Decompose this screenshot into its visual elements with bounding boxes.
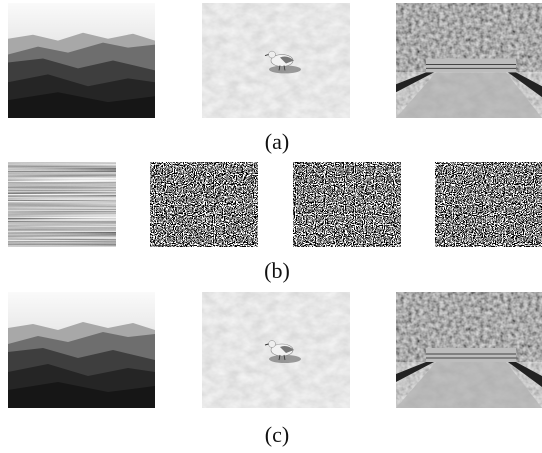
caption: (c) (265, 422, 289, 447)
caption: (a) (265, 129, 289, 154)
page: (a) (b) (c) (() => { const data = JSON.p… (0, 0, 542, 453)
figure: (a) (b) (c) (0, 0, 542, 453)
caption: (b) (264, 258, 290, 283)
